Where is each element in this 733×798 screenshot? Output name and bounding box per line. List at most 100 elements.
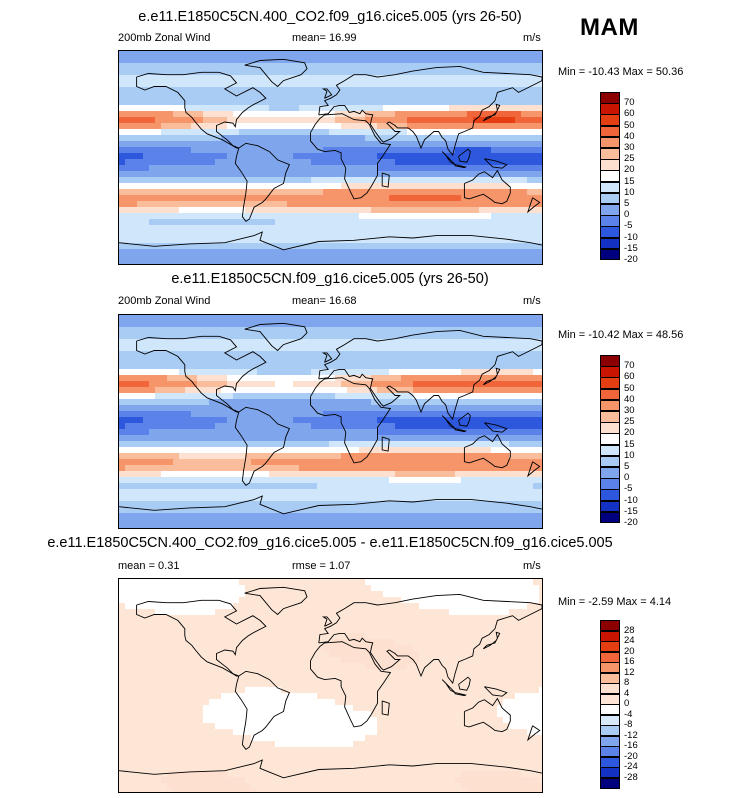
colorbar-level-label: -5 bbox=[624, 220, 633, 232]
coastline bbox=[244, 58, 308, 88]
colorbar-swatch bbox=[600, 672, 620, 684]
map-canvas bbox=[119, 315, 542, 528]
colorbar-swatch bbox=[600, 422, 620, 434]
coastline bbox=[310, 641, 392, 728]
colorbar-swatch bbox=[600, 204, 620, 216]
colorbar-level-label: 40 bbox=[624, 393, 635, 405]
colorbar-swatch bbox=[600, 489, 620, 502]
colorbar-swatch bbox=[600, 478, 620, 490]
colorbar-level-label: 5 bbox=[624, 461, 630, 472]
colorbar-swatch bbox=[600, 704, 620, 715]
coastline bbox=[119, 759, 542, 779]
colorbar-swatch bbox=[600, 411, 620, 423]
colorbar-level-label: 70 bbox=[624, 97, 635, 109]
colorbar-level-label: 40 bbox=[624, 130, 635, 142]
coastline bbox=[463, 433, 511, 469]
colorbar-level-label: -28 bbox=[624, 771, 638, 783]
colorbar-swatch bbox=[600, 693, 620, 705]
colorbar-swatch bbox=[600, 725, 620, 736]
colorbar-swatch bbox=[600, 620, 620, 631]
panel-1-map bbox=[118, 50, 543, 265]
colorbar-level-label: -20 bbox=[624, 517, 638, 528]
colorbar-swatch bbox=[600, 444, 620, 457]
coastline bbox=[454, 164, 467, 169]
colorbar-level-label: -15 bbox=[624, 242, 638, 254]
panel-3-colorbar: 28 24 20 16 12 8 4 0 -4 -8 -12 -16 -20 -24 -28 bbox=[600, 620, 660, 789]
colorbar-swatch bbox=[600, 467, 620, 479]
panel-1-minmax: Min = -10.43 Max = 50.36 bbox=[558, 66, 684, 78]
colorbar-level-label: 20 bbox=[624, 427, 635, 439]
coastline bbox=[136, 71, 267, 149]
coastline bbox=[310, 377, 392, 464]
coastline bbox=[484, 422, 508, 433]
colorbar-level-label: 15 bbox=[624, 438, 635, 450]
colorbar-level-label: -10 bbox=[624, 494, 638, 506]
colorbar-level-label: 20 bbox=[624, 645, 635, 657]
panel-3-units: m/s bbox=[523, 560, 541, 572]
colorbar-level-label: 4 bbox=[624, 687, 630, 699]
colorbar-level-label: 25 bbox=[624, 153, 635, 165]
colorbar-level-label: -8 bbox=[624, 719, 633, 730]
panel-1-variable-label: 200mb Zonal Wind bbox=[118, 32, 211, 44]
colorbar-level-label: 10 bbox=[624, 449, 635, 461]
colorbar-swatch bbox=[600, 714, 620, 726]
coastline bbox=[321, 88, 333, 99]
panel-3-title: e.e11.E1850C5CN.400_CO2.f09_g16.cice5.00… bbox=[47, 535, 613, 551]
colorbar-swatch bbox=[600, 366, 620, 378]
colorbar-swatch bbox=[600, 248, 620, 261]
coastline bbox=[234, 142, 290, 223]
panel-1-colorbar: 70 60 50 40 30 25 20 15 10 5 0 -5 -10 -15 -20 bbox=[600, 92, 660, 265]
colorbar-level-label: 15 bbox=[624, 175, 635, 187]
colorbar-swatch bbox=[600, 399, 620, 412]
coastline bbox=[318, 329, 542, 421]
coastline bbox=[381, 172, 390, 188]
colorbar-level-label: 70 bbox=[624, 360, 635, 372]
panel-2-minmax: Min = -10.42 Max = 48.56 bbox=[558, 329, 684, 341]
colorbar-swatch bbox=[600, 159, 620, 171]
season-label: MAM bbox=[580, 14, 639, 41]
colorbar-level-label: -15 bbox=[624, 505, 638, 517]
colorbar-level-label: 0 bbox=[624, 698, 630, 709]
colorbar-swatch bbox=[600, 455, 620, 468]
colorbar-swatch bbox=[600, 746, 620, 757]
coastline bbox=[454, 428, 467, 433]
colorbar-swatch bbox=[600, 662, 620, 673]
colorbar-swatch bbox=[600, 170, 620, 183]
colorbar-swatch bbox=[600, 125, 620, 138]
coastline bbox=[381, 700, 390, 716]
coastline bbox=[119, 495, 542, 515]
colorbar-level-label: 30 bbox=[624, 142, 635, 153]
coastline bbox=[484, 158, 508, 169]
coastline bbox=[482, 631, 501, 650]
colorbar-level-label: 24 bbox=[624, 635, 635, 646]
colorbar-level-label: 10 bbox=[624, 186, 635, 198]
coastline bbox=[484, 686, 508, 697]
colorbar-swatch bbox=[600, 500, 620, 513]
colorbar-level-label: -4 bbox=[624, 708, 633, 720]
colorbar-swatch bbox=[600, 92, 620, 104]
coastline bbox=[234, 670, 290, 751]
panel-3-minmax: Min = -2.59 Max = 4.14 bbox=[558, 596, 672, 608]
colorbar-level-label: -5 bbox=[624, 483, 633, 495]
colorbar-swatch bbox=[600, 630, 620, 642]
panel-2-title: e.e11.E1850C5CN.f09_g16.cice5.005 (yrs 2… bbox=[171, 271, 489, 287]
colorbar-level-label: 50 bbox=[624, 382, 635, 394]
panel-2-mean-label: mean= 16.68 bbox=[292, 295, 357, 307]
colorbar-level-label: -20 bbox=[624, 750, 638, 762]
colorbar-level-label: 28 bbox=[624, 624, 635, 636]
colorbar-swatch bbox=[600, 103, 620, 115]
coastline bbox=[234, 406, 290, 487]
colorbar-swatch bbox=[600, 511, 620, 524]
panel-2-units: m/s bbox=[523, 295, 541, 307]
colorbar-swatch bbox=[600, 377, 620, 390]
coastline bbox=[244, 322, 308, 352]
colorbar-level-label: 12 bbox=[624, 666, 635, 678]
colorbar-swatch bbox=[600, 181, 620, 194]
panel-2-map bbox=[118, 314, 543, 529]
panel-3-mean-label: mean = 0.31 bbox=[118, 560, 180, 572]
coastline bbox=[454, 692, 467, 697]
colorbar-level-label: 25 bbox=[624, 416, 635, 428]
colorbar-swatch bbox=[600, 777, 620, 789]
coastline bbox=[318, 593, 542, 685]
colorbar-swatch bbox=[600, 226, 620, 239]
